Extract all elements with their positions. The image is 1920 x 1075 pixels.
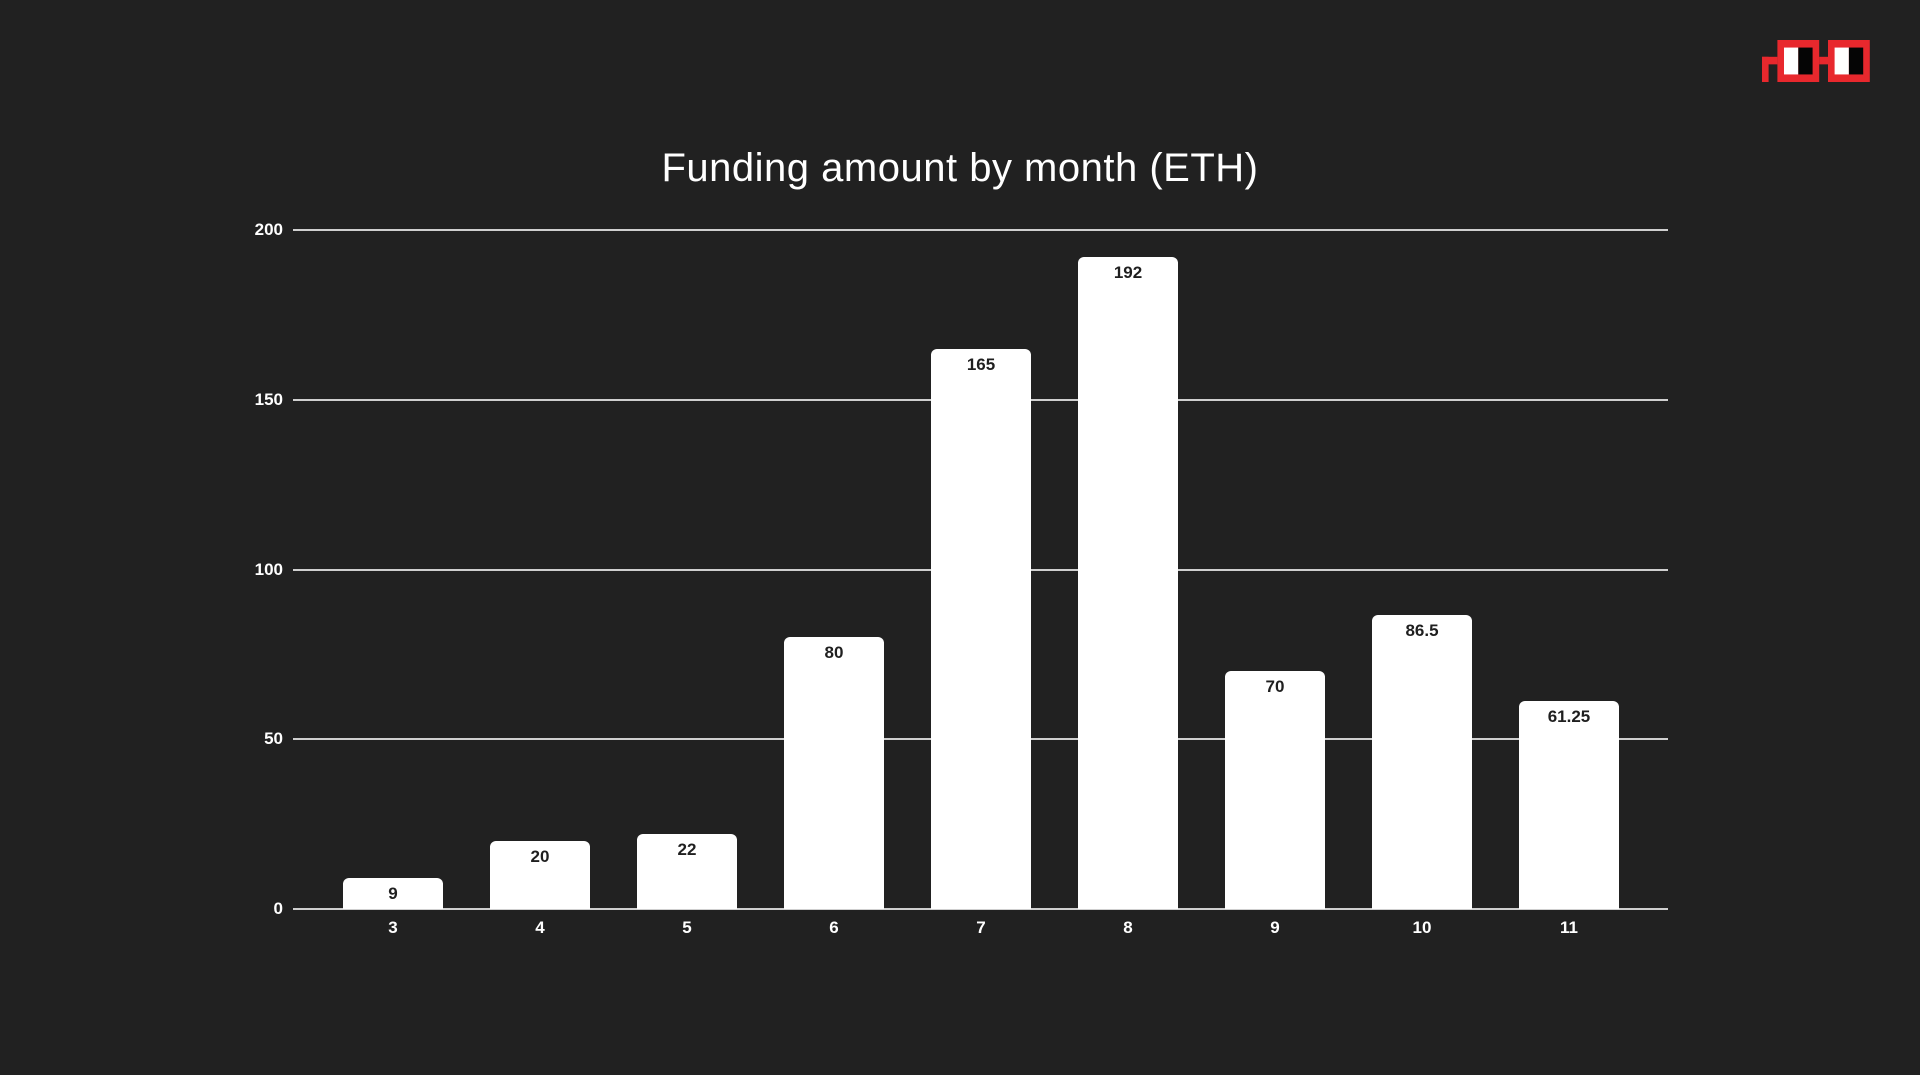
bar-month-9: 70: [1225, 671, 1325, 909]
x-tick-label-month-7: 7: [976, 918, 986, 937]
noggles-glasses-icon: [1762, 40, 1870, 82]
bar-value-label-month-6: 80: [824, 643, 844, 663]
bar-month-10: 86.5: [1372, 615, 1472, 909]
bar-value-label-month-5: 22: [677, 840, 697, 860]
bar-value-label-month-7: 165: [966, 354, 996, 374]
y-tick-label-200: 200: [254, 220, 283, 239]
bar-month-7: 165: [931, 348, 1031, 909]
noggles-arm-vertical: [1762, 56, 1769, 82]
noggles-right-lens-black: [1848, 47, 1864, 75]
bar-value-label-month-9: 70: [1265, 677, 1285, 697]
x-tick-label-month-9: 9: [1270, 918, 1280, 937]
bar-value-label-month-8: 192: [1113, 263, 1143, 283]
y-tick-label-100: 100: [254, 559, 283, 579]
y-tick-label-0: 0: [273, 899, 283, 918]
bar-month-3: 9: [343, 878, 443, 909]
noggles-arm-horizontal: [1762, 56, 1778, 65]
bar-value-label-month-10: 86.5: [1405, 621, 1439, 641]
noggles-bridge: [1819, 56, 1828, 65]
bar-month-11: 61.25: [1519, 701, 1619, 909]
chart-title: Funding amount by month (ETH): [661, 146, 1259, 190]
bar-month-4: 20: [490, 841, 590, 909]
x-tick-label-month-5: 5: [682, 918, 692, 937]
bar-value-label-month-3: 9: [388, 884, 398, 904]
x-tick-label-month-6: 6: [829, 918, 839, 937]
x-tick-label-month-8: 8: [1123, 918, 1133, 937]
x-tick-label-month-10: 10: [1412, 918, 1432, 937]
bar-month-5: 22: [637, 834, 737, 909]
bar-value-label-month-4: 20: [530, 847, 550, 867]
bar-month-8: 192: [1078, 257, 1178, 909]
x-tick-label-month-11: 11: [1560, 918, 1578, 937]
noggles-right-lens-white: [1834, 47, 1849, 75]
x-tick-label-month-3: 3: [388, 918, 398, 937]
bar-chart-plot-area: 0 50 100 150 200 9 20 22 80 165 192 70 86.5 61.25 3 4…: [255, 220, 1668, 937]
y-tick-label-150: 150: [254, 389, 283, 409]
bar-month-6: 80: [784, 637, 884, 909]
bar-value-label-month-11: 61.25: [1547, 707, 1591, 727]
y-tick-label-50: 50: [264, 729, 283, 749]
gridline-0: [293, 908, 1668, 910]
noggles-left-lens-black: [1798, 47, 1813, 75]
x-tick-label-month-4: 4: [535, 918, 545, 937]
gridline-200: [293, 229, 1668, 231]
noggles-left-lens-white: [1784, 47, 1799, 75]
